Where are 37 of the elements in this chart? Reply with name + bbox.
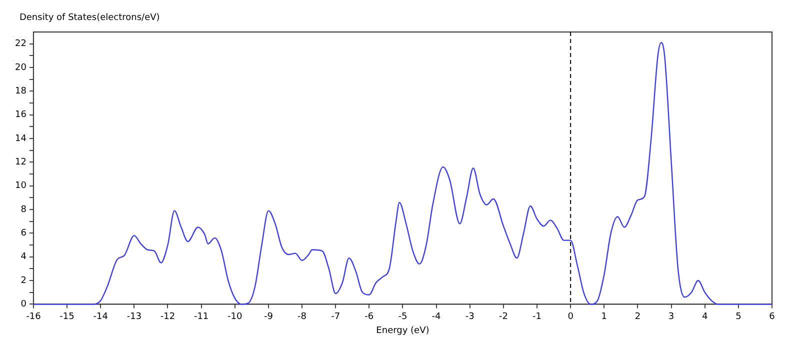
- x-tick-label: -5: [398, 312, 408, 322]
- y-tick-label: 16: [15, 110, 27, 120]
- x-tick-label: -14: [93, 312, 108, 322]
- x-tick-label: 5: [736, 312, 742, 322]
- y-tick-label: 6: [20, 228, 27, 239]
- x-tick-label: -2: [498, 312, 508, 322]
- x-tick-label: -1: [532, 312, 542, 322]
- x-tick-label: 0: [568, 312, 574, 322]
- y-tick-label: 18: [15, 86, 27, 97]
- y-tick-label: 0: [20, 300, 27, 310]
- x-tick-label: -12: [160, 312, 176, 322]
- y-tick-label: 8: [20, 204, 27, 215]
- x-tick-label: 1: [601, 312, 608, 322]
- x-tick-label: -13: [126, 312, 142, 322]
- y-tick-label: 4: [20, 252, 27, 262]
- x-tick-label: 3: [668, 312, 674, 322]
- x-tick-label: -8: [298, 312, 307, 322]
- x-tick-label: -7: [331, 312, 340, 322]
- y-tick-label: 20: [15, 62, 27, 73]
- y-tick-label: 2: [20, 276, 26, 286]
- x-tick-label: -10: [228, 312, 242, 322]
- y-tick-label: 10: [15, 181, 27, 192]
- x-tick-label: 6: [769, 312, 776, 322]
- y-axis-title: Density of States(electrons/eV): [19, 12, 160, 23]
- x-tick-label: -9: [264, 312, 274, 322]
- x-tick-label: -15: [60, 312, 74, 322]
- x-tick-label: 2: [634, 312, 641, 322]
- x-tick-label: -11: [194, 312, 209, 322]
- x-tick-label: -4: [432, 312, 442, 322]
- y-tick-label: 14: [15, 134, 27, 144]
- x-tick-label: -3: [465, 312, 474, 322]
- x-tick-label: -6: [364, 312, 374, 322]
- y-tick-label: 22: [15, 39, 26, 50]
- x-tick-label: 4: [702, 312, 708, 322]
- y-tick-label: 12: [15, 158, 26, 168]
- x-axis-title: Energy (eV): [376, 326, 430, 336]
- x-tick-label: -16: [26, 312, 42, 322]
